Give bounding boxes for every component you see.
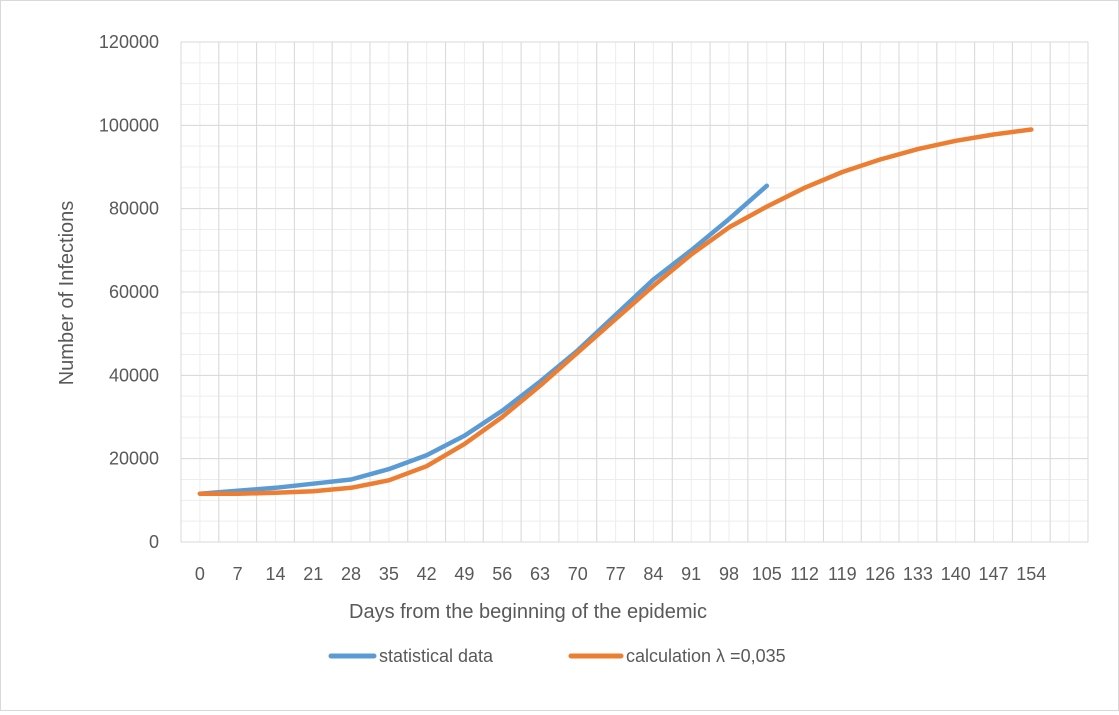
y-tick-label: 40000 <box>109 365 159 385</box>
y-tick-label: 0 <box>149 532 159 552</box>
y-tick-label: 80000 <box>109 199 159 219</box>
series-line-calculation <box>197 127 1034 496</box>
x-tick-label: 35 <box>379 564 399 584</box>
series-lines <box>197 127 1034 496</box>
y-tick-label: 100000 <box>99 115 159 135</box>
y-axis-tick-labels: 0 20000 40000 60000 80000 100000 120000 <box>99 32 159 552</box>
x-tick-label: 49 <box>454 564 474 584</box>
series-line-statistical-data <box>197 183 770 496</box>
x-tick-label: 77 <box>606 564 626 584</box>
x-tick-label: 14 <box>265 564 285 584</box>
y-axis-title: Number of Infections <box>56 201 78 386</box>
major-gridlines <box>180 41 1089 543</box>
x-tick-label: 91 <box>681 564 701 584</box>
x-tick-label: 126 <box>865 564 895 584</box>
legend-label-calculation: calculation λ =0,035 <box>626 646 786 666</box>
x-tick-label: 154 <box>1016 564 1046 584</box>
x-tick-label: 21 <box>303 564 323 584</box>
legend: statistical data calculation λ =0,035 <box>328 646 786 666</box>
x-tick-label: 140 <box>941 564 971 584</box>
x-tick-label: 0 <box>195 564 205 584</box>
y-tick-label: 60000 <box>109 282 159 302</box>
x-tick-label: 84 <box>643 564 663 584</box>
x-tick-label: 63 <box>530 564 550 584</box>
x-tick-label: 7 <box>233 564 243 584</box>
y-tick-label: 120000 <box>99 32 159 52</box>
x-tick-label: 133 <box>903 564 933 584</box>
y-tick-label: 20000 <box>109 449 159 469</box>
x-tick-label: 98 <box>719 564 739 584</box>
x-tick-label: 147 <box>978 564 1008 584</box>
x-tick-label: 28 <box>341 564 361 584</box>
legend-label-statistical-data: statistical data <box>379 646 494 666</box>
x-tick-label: 119 <box>828 564 857 584</box>
x-tick-label: 42 <box>417 564 437 584</box>
x-tick-label: 105 <box>752 564 782 584</box>
x-tick-label: 56 <box>492 564 512 584</box>
x-tick-label: 70 <box>568 564 588 584</box>
x-tick-label: 112 <box>790 564 819 584</box>
x-axis-tick-labels: 0 7 14 21 28 35 42 49 56 63 70 77 84 91 98 105 112 119 126… <box>195 564 1046 584</box>
x-axis-title: Days from the beginning of the epidemic <box>349 601 707 623</box>
